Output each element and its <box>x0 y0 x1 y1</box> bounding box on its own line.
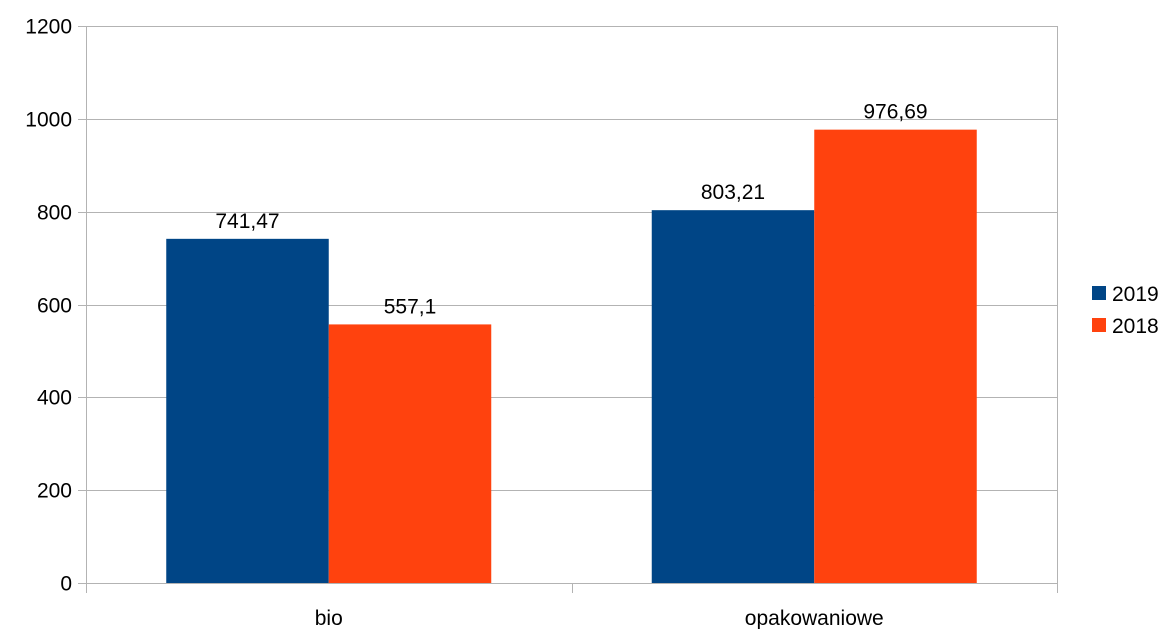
x-category-label: bio <box>315 607 343 629</box>
y-tick-label: 1200 <box>25 16 72 39</box>
bar-bio-2018 <box>328 324 492 583</box>
legend-swatch-2019 <box>1092 286 1106 300</box>
bar-opakowaniowe-2019 <box>651 210 815 583</box>
data-label: 976,69 <box>863 101 927 124</box>
bar-bio-2019 <box>166 238 329 583</box>
data-label: 741,47 <box>215 210 279 233</box>
data-label: 803,21 <box>701 181 765 204</box>
y-tick-label: 800 <box>37 202 72 225</box>
y-tick-label: 400 <box>37 387 72 410</box>
bars <box>166 129 977 583</box>
y-tick-label: 600 <box>37 295 72 318</box>
x-category-label: opakowaniowe <box>745 607 884 629</box>
data-label: 557,1 <box>384 295 437 318</box>
legend-label: 2018 <box>1112 315 1159 338</box>
legend: 2019 2018 <box>1092 283 1159 338</box>
data-labels: 741,47 557,1 803,21 976,69 <box>215 101 927 319</box>
y-tick-label: 1000 <box>25 109 72 132</box>
y-tick-label: 200 <box>37 480 72 503</box>
axes: 0 200 400 600 800 1000 1200 bio opakowaniowe <box>25 16 1058 629</box>
legend-swatch-2018 <box>1092 318 1106 332</box>
legend-label: 2019 <box>1112 283 1159 306</box>
bar-opakowaniowe-2018 <box>814 129 977 583</box>
y-tick-label: 0 <box>60 573 72 596</box>
